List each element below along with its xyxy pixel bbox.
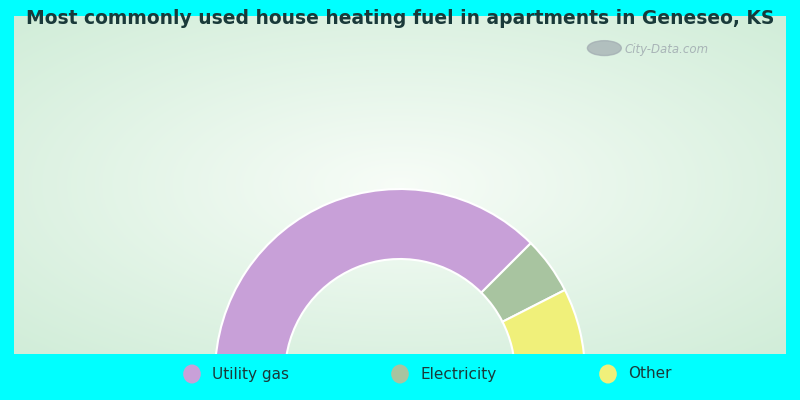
Ellipse shape: [183, 364, 201, 384]
Circle shape: [587, 41, 622, 56]
Ellipse shape: [391, 364, 409, 384]
Text: Utility gas: Utility gas: [212, 366, 289, 382]
Text: Other: Other: [628, 366, 671, 382]
Text: Electricity: Electricity: [420, 366, 496, 382]
Ellipse shape: [599, 364, 617, 384]
Wedge shape: [215, 189, 531, 374]
Text: Most commonly used house heating fuel in apartments in Geneseo, KS: Most commonly used house heating fuel in…: [26, 8, 774, 28]
Wedge shape: [482, 243, 565, 322]
Text: City-Data.com: City-Data.com: [624, 43, 709, 56]
Wedge shape: [502, 290, 585, 374]
